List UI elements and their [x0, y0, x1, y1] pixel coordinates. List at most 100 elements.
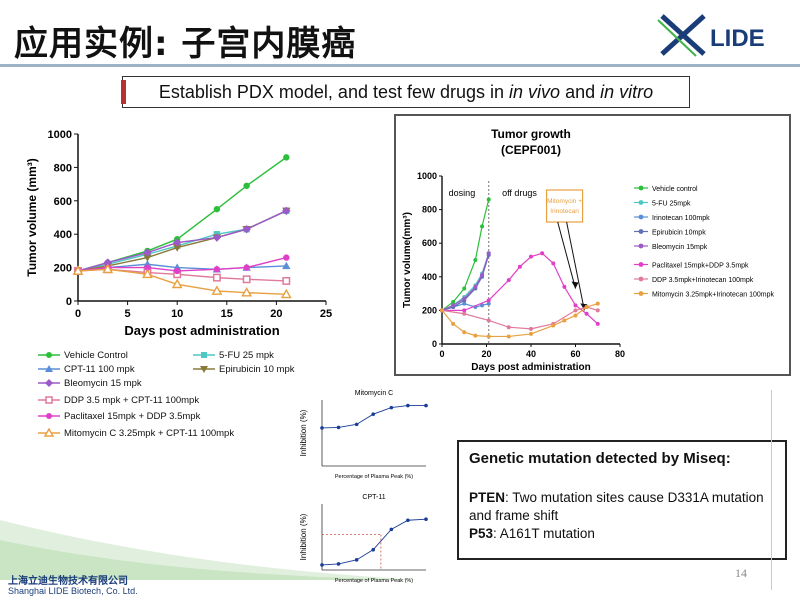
y-tick-label: 400: [422, 272, 437, 282]
legend-item: 5-FU 25 mpk: [193, 350, 274, 361]
data-point: [243, 182, 250, 189]
legend-item: Mitomycin C 3.25mpk + CPT-11 100mpk: [38, 428, 234, 439]
data-point: [480, 273, 485, 278]
y-tick-label: 0: [432, 339, 437, 349]
y-tick-label: 400: [54, 229, 72, 241]
data-point: [200, 366, 208, 374]
legend-label: Bleomycin 15mpk: [652, 244, 708, 251]
mutation-info-box: Genetic mutation detected by Miseq: PTEN…: [457, 440, 787, 560]
logo-x-icon: [657, 14, 706, 57]
data-point: [462, 308, 467, 313]
data-point: [529, 331, 533, 336]
y-tick-label: 800: [422, 205, 437, 215]
series-line: [77, 156, 287, 272]
legend-label: Paclitaxel 15mpk + DDP 3.5mpk: [64, 411, 201, 422]
pten-text: : Two mutation sites cause D331A mutatio…: [469, 490, 764, 523]
legend-label: Mitomycin C 3.25mpk + CPT-11 100mpk: [64, 428, 235, 439]
x-tick-label: 10: [171, 308, 183, 320]
data-point: [45, 396, 53, 405]
data-point: [595, 308, 600, 313]
x-tick-label: 5: [125, 308, 131, 320]
legend-label: Irinotecan 100mpk: [652, 215, 710, 222]
legend-marker: [638, 291, 644, 296]
data-point: [562, 318, 567, 323]
data-point: [243, 264, 250, 271]
data-point: [584, 311, 589, 316]
data-point: [174, 267, 181, 275]
data-point: [102, 263, 114, 274]
data-point: [211, 285, 223, 295]
company-name-en: Shanghai LIDE Biotech, Co. Ltd.: [8, 586, 138, 596]
y-tick-label: 800: [54, 162, 72, 174]
title-divider: [0, 64, 800, 67]
banner-in-vitro: in vitro: [600, 82, 654, 102]
dose-response-series: [320, 403, 428, 430]
data-point: [45, 379, 53, 388]
data-point: [486, 318, 491, 323]
pten-label: PTEN: [469, 490, 506, 505]
dose-response-series: [320, 517, 428, 567]
data-point: [282, 277, 291, 285]
legend-marker: [638, 185, 644, 191]
data-point: [451, 300, 456, 304]
series-line: [441, 199, 490, 311]
chart-title: Mitomycin C: [355, 390, 394, 397]
data-point: [389, 405, 394, 410]
mutation-heading: Genetic mutation detected by Miseq:: [469, 450, 731, 467]
legend-swatch: [38, 352, 60, 359]
data-point: [424, 517, 428, 522]
annotation-drug-2: Irinotecan: [550, 208, 579, 215]
data-point: [462, 311, 467, 316]
x-tick-label: 60: [570, 349, 580, 359]
slide-title: 应用实例: 子宫内膜癌: [14, 24, 357, 64]
banner-accent: [121, 80, 126, 104]
legend-item: Paclitaxel 15mpk + DDP 3.5mpk: [38, 411, 200, 422]
y-tick-label: 1000: [417, 171, 437, 181]
data-point: [506, 325, 511, 330]
data-point: [462, 296, 467, 301]
data-point: [173, 238, 182, 247]
decorative-wave: [0, 520, 420, 580]
data-point: [473, 258, 478, 262]
data-point: [212, 233, 222, 242]
data-point: [529, 326, 533, 331]
data-point: [480, 224, 485, 229]
data-point: [424, 403, 428, 408]
pten-line: PTEN: Two mutation sites cause D331A mut…: [469, 489, 775, 525]
y-axis-label: Tumor volume(mm³): [402, 212, 413, 308]
x-axis-label: Days post administration: [124, 323, 279, 338]
data-point: [201, 352, 207, 359]
series-ddp-3-5mpk-irinotecan-100mpk: [440, 305, 600, 331]
x-tick-label: 15: [221, 308, 233, 320]
logo-text: LIDE: [710, 25, 765, 52]
data-point: [241, 287, 253, 297]
data-point: [46, 413, 52, 420]
data-point: [486, 298, 491, 303]
annotation-dosing: dosing: [449, 188, 476, 198]
legend-item: Vehicle Control: [38, 350, 128, 361]
banner-text: Establish PDX model, and test few drugs …: [158, 82, 510, 102]
tumor-growth-chart: Tumor growth (CEPF001) 0 200 400 600 800 1000 0 2…: [402, 127, 774, 373]
x-axis-label: Days post administration: [471, 362, 590, 373]
chart-subtitle: (CEPF001): [501, 143, 561, 157]
data-point: [406, 518, 410, 523]
series-line: [321, 405, 426, 429]
data-point: [336, 425, 341, 430]
legend-item: DDP 3.5 mpk + CPT-11 100mpk: [38, 395, 199, 406]
y-tick-label: 200: [422, 305, 437, 315]
data-point: [506, 278, 511, 283]
legend-label: Vehicle Control: [64, 350, 128, 361]
data-point: [142, 268, 153, 279]
x-tick-label: 20: [481, 349, 491, 359]
data-point: [462, 330, 467, 335]
legend-label: 5-FU 25 mpk: [219, 350, 274, 361]
data-point: [406, 403, 410, 408]
annotation-arrow: [557, 221, 576, 289]
data-point: [462, 286, 467, 291]
x-axis-label: Percentage of Plasma Peak (%): [335, 578, 413, 584]
x-tick-label: 40: [526, 349, 536, 359]
legend-label: Paclitaxel 15mpk+DDP 3.5mpk: [652, 263, 749, 270]
annotation-box: [545, 189, 584, 223]
data-point: [43, 428, 55, 438]
x-axis-label: Percentage of Plasma Peak (%): [335, 474, 413, 480]
